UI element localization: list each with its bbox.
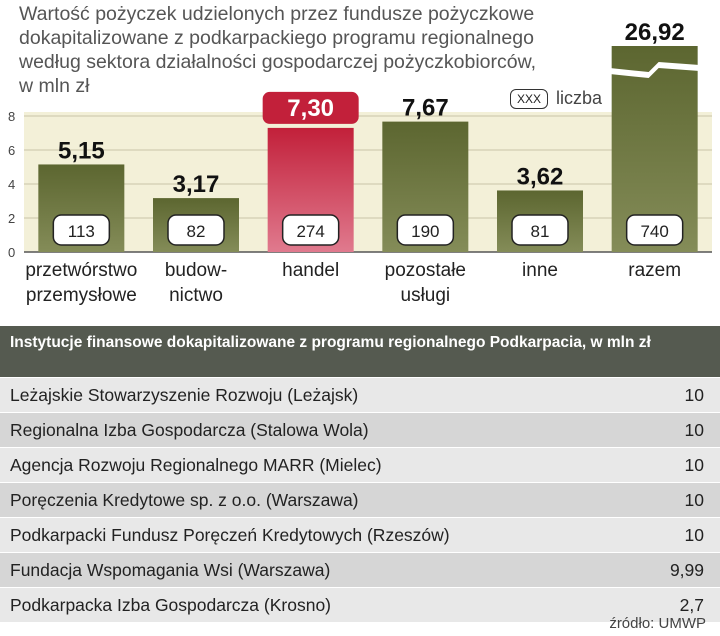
table-row: Poręczenia Kredytowe sp. z o.o. (Warszaw… [0, 482, 720, 517]
count-label: 82 [187, 222, 206, 241]
institution-value: 10 [684, 454, 704, 475]
bar-chart: 0 2 4 6 8 5,15 113 przetwórstwo przemysłowe 3,17 8… [8, 19, 712, 306]
legend: XXX liczba [510, 88, 602, 109]
institution-value: 2,7 [679, 594, 704, 615]
institution-name: Podkarpacka Izba Gospodarcza (Krosno) [10, 594, 331, 615]
title-line: dokapitalizowane z podkarpackiego progra… [19, 27, 534, 49]
institution-name: Poręczenia Kredytowe sp. z o.o. (Warszaw… [10, 489, 359, 510]
title-line: w mln zł [19, 75, 90, 97]
institution-name: Podkarpacki Fundusz Poręczeń Kredytowych… [10, 524, 450, 545]
institution-value: 10 [684, 384, 704, 405]
count-chip [167, 214, 225, 246]
institution-value: 10 [684, 489, 704, 510]
legend-count-chip: XXX [510, 88, 549, 109]
category-label: handel [282, 260, 339, 281]
table-row: Regionalna Izba Gospodarcza (Stalowa Wol… [0, 412, 720, 447]
institutions-table: Instytucje finansowe dokapitalizowane z … [0, 326, 720, 622]
institution-value: 10 [684, 524, 704, 545]
institution-value: 10 [684, 419, 704, 440]
category-label: przetwórstwo [25, 260, 137, 281]
category-label: przemysłowe [26, 285, 137, 306]
y-tick-label: 0 [8, 245, 15, 260]
title-line: według sektora działalności gospodarczej… [19, 51, 537, 73]
count-label: 740 [640, 222, 668, 241]
count-label: 274 [296, 222, 324, 241]
value-label: 3,62 [517, 163, 564, 190]
table-row: Podkarpacka Izba Gospodarcza (Krosno) 2,7 [0, 587, 720, 622]
category-label: razem [628, 260, 681, 281]
value-label: 5,15 [58, 137, 105, 164]
highlight-label-box [262, 91, 359, 124]
table-row: Fundacja Wspomagania Wsi (Warszawa) 9,99 [0, 552, 720, 587]
count-chip [625, 214, 684, 246]
count-label: 81 [531, 222, 550, 241]
count-chip [396, 214, 455, 246]
category-label: inne [522, 260, 558, 281]
count-chip [52, 214, 111, 246]
y-tick-label: 6 [8, 143, 15, 158]
institution-name: Regionalna Izba Gospodarcza (Stalowa Wol… [10, 419, 369, 440]
category-label: nictwo [169, 285, 223, 306]
chart-title: Wartość pożyczek udzielonych przez fundu… [19, 2, 579, 98]
category-label: budow- [165, 260, 227, 281]
count-label: 113 [68, 222, 95, 241]
value-label: 26,92 [625, 19, 685, 46]
institution-value: 9,99 [669, 559, 704, 580]
count-chip [281, 214, 340, 246]
table-header: Instytucje finansowe dokapitalizowane z … [0, 326, 720, 377]
value-label: 7,67 [402, 95, 449, 122]
axis-break-mark [609, 62, 700, 78]
table-body: Leżajskie Stowarzyszenie Rozwoju (Leżajs… [0, 377, 720, 622]
institution-name: Agencja Rozwoju Regionalnego MARR (Miele… [10, 454, 382, 475]
plot-background [24, 112, 712, 252]
table-row: Agencja Rozwoju Regionalnego MARR (Miele… [0, 447, 720, 482]
source-note: źródło: UMWP [609, 615, 706, 632]
table-row: Podkarpacki Fundusz Poręczeń Kredytowych… [0, 517, 720, 552]
institution-name: Leżajskie Stowarzyszenie Rozwoju (Leżajs… [10, 384, 359, 405]
y-tick-label: 4 [8, 177, 15, 192]
category-label: usługi [401, 285, 451, 306]
table-row: Leżajskie Stowarzyszenie Rozwoju (Leżajs… [0, 377, 720, 412]
institution-name: Fundacja Wspomagania Wsi (Warszawa) [10, 559, 331, 580]
value-label: 7,30 [287, 95, 334, 122]
value-label: 3,17 [173, 171, 220, 198]
category-label: pozostałe [385, 260, 466, 281]
y-tick-label: 2 [8, 211, 15, 226]
title-line: Wartość pożyczek udzielonych przez fundu… [19, 3, 535, 25]
count-label: 190 [411, 222, 439, 241]
y-tick-label: 8 [8, 109, 15, 124]
legend-label: liczba [556, 88, 603, 108]
count-chip [511, 214, 569, 246]
